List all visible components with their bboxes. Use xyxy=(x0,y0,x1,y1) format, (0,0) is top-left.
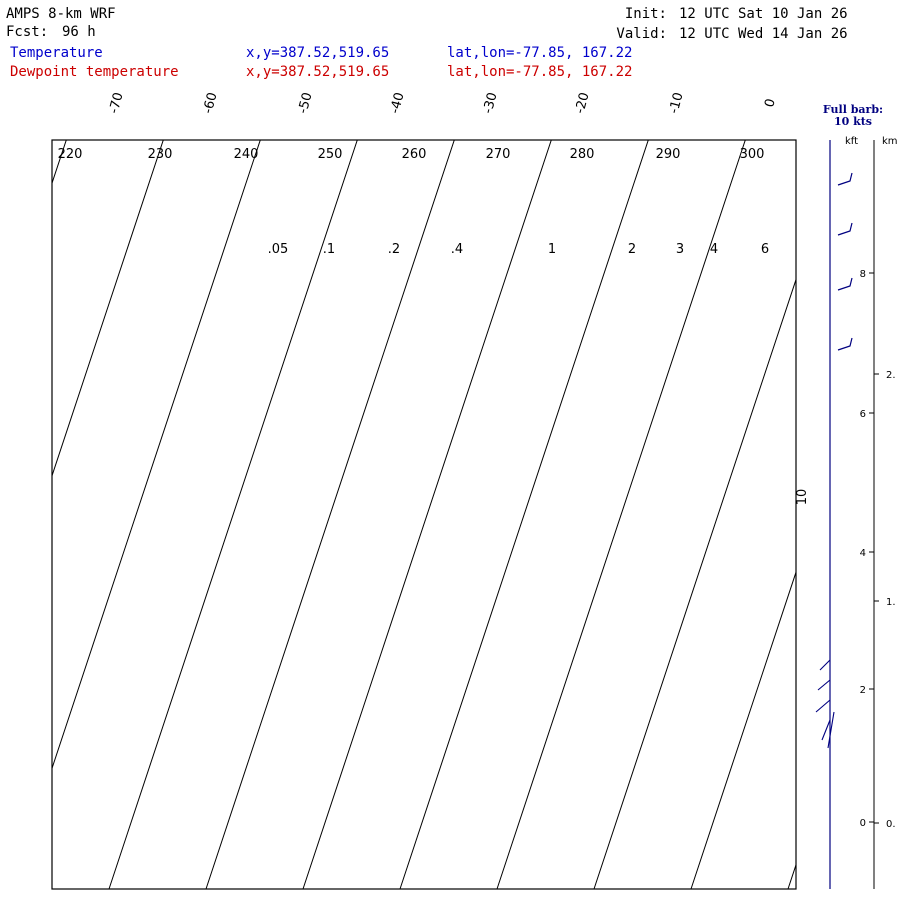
valid-value: 12 UTC Wed 14 Jan 26 xyxy=(679,26,848,42)
isotherm xyxy=(52,140,261,770)
mixing-ratio-label: 6 xyxy=(761,242,769,257)
isotherm-label: -60 xyxy=(201,91,221,115)
kft-tick-label: 6 xyxy=(860,409,866,420)
fcst-label: Fcst: xyxy=(6,24,48,40)
init-label: Init: xyxy=(625,6,667,22)
mixing-ratio-label: 1 xyxy=(548,242,556,257)
mixing-ratio-label: 4 xyxy=(710,242,718,257)
init-value: 12 UTC Sat 10 Jan 26 xyxy=(679,6,848,22)
km-tick-label: 2. xyxy=(886,370,896,381)
isotherm-label: -20 xyxy=(573,91,593,115)
isotherm-label: 0 xyxy=(762,97,779,109)
valid-label: Valid: xyxy=(616,26,667,42)
barb-title-1: Full barb: xyxy=(823,103,883,116)
dewpoint-latlon: lat,lon=-77.85, 167.22 xyxy=(447,64,632,80)
theta-label: 280 xyxy=(570,147,595,162)
axis-labels: 7008009001000-70-60-50-40-30-20-10022023… xyxy=(58,91,810,506)
theta-label: 260 xyxy=(402,147,427,162)
isotherms xyxy=(52,110,900,889)
temperature-latlon: lat,lon=-77.85, 167.22 xyxy=(447,45,632,61)
isotherm xyxy=(302,140,552,889)
km-label: km xyxy=(882,136,898,147)
wind-barb xyxy=(837,172,853,186)
side-axis-label: 10 xyxy=(795,489,810,506)
isotherm-label: -50 xyxy=(296,91,316,115)
theta-label: 290 xyxy=(656,147,681,162)
isotherm-label: -10 xyxy=(667,91,687,115)
mixing-ratio-label: .1 xyxy=(323,242,335,257)
isotherm xyxy=(52,140,67,185)
isotherm xyxy=(496,140,746,889)
theta-label: 270 xyxy=(486,147,511,162)
isotherm-label: -70 xyxy=(107,91,127,115)
isotherm xyxy=(52,140,164,478)
plot-frame xyxy=(51,139,797,890)
km-tick-label: 0. xyxy=(886,819,896,830)
isotherm-label: -40 xyxy=(388,91,408,115)
kft-tick-label: 8 xyxy=(860,269,866,280)
theta-label: 220 xyxy=(58,147,83,162)
isotherm xyxy=(690,570,796,889)
fcst-value: 96 h xyxy=(62,24,96,40)
mixing-ratio-label: .4 xyxy=(451,242,463,257)
theta-label: 250 xyxy=(318,147,343,162)
kft-tick-label: 0 xyxy=(860,818,866,829)
mixing-ratio-label: 2 xyxy=(628,242,636,257)
kft-tick-label: 2 xyxy=(860,685,866,696)
isotherm-label: -30 xyxy=(481,91,501,115)
isotherm xyxy=(593,278,796,889)
dewpoint-xy: x,y=387.52,519.65 xyxy=(246,64,389,80)
kft-label: kft xyxy=(845,136,858,147)
mixing-ratio-label: .05 xyxy=(268,242,289,257)
isotherm xyxy=(399,140,649,889)
theta-label: 300 xyxy=(740,147,765,162)
theta-label: 240 xyxy=(234,147,259,162)
barb-title-2: 10 kts xyxy=(834,115,872,128)
kft-tick-label: 4 xyxy=(860,548,866,559)
mixing-ratio-label: 3 xyxy=(676,242,684,257)
wind-barb xyxy=(815,659,835,749)
legend-temperature: Temperature xyxy=(10,45,103,61)
theta-label: 230 xyxy=(148,147,173,162)
legend-dewpoint: Dewpoint temperature xyxy=(10,64,179,80)
km-tick-label: 1. xyxy=(886,597,896,608)
wind-barb xyxy=(837,222,853,236)
isotherm xyxy=(885,110,900,889)
mixing-ratio-label: .2 xyxy=(388,242,400,257)
wind-barb xyxy=(837,277,853,291)
wind-barb xyxy=(837,337,853,351)
isotherm xyxy=(108,140,358,889)
model-title: AMPS 8-km WRF xyxy=(6,6,116,22)
wind-barb-panel: 8 6 4 2 0 2. 1. 0. xyxy=(815,140,896,889)
isotherm xyxy=(205,140,455,889)
temperature-xy: x,y=387.52,519.65 xyxy=(246,45,389,61)
